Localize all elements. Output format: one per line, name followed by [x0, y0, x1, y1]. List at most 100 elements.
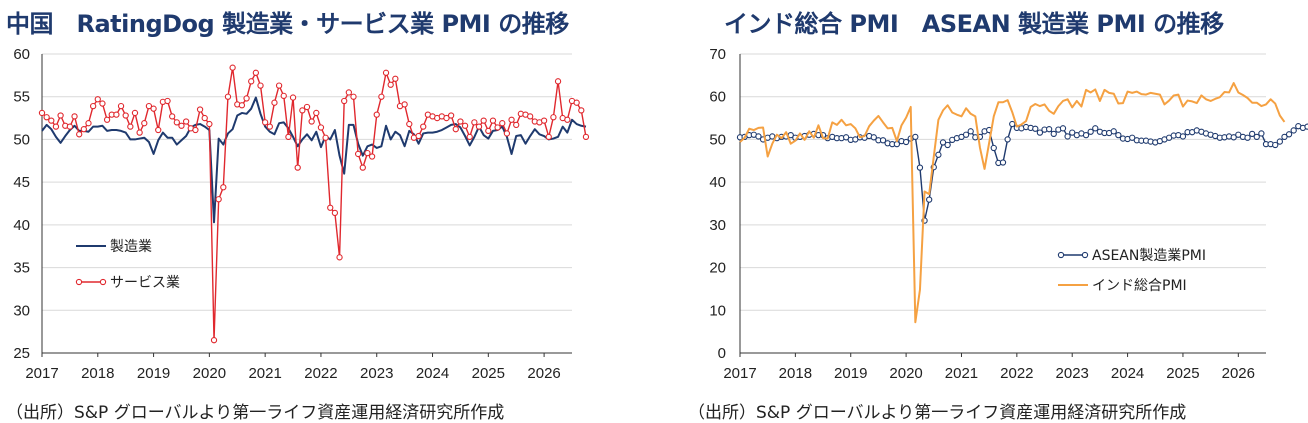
data-point: [336, 254, 343, 261]
data-point: [178, 122, 185, 129]
data-point: [480, 117, 487, 124]
y-tick-label: 40: [709, 174, 726, 191]
data-point: [999, 159, 1007, 166]
data-point: [303, 103, 311, 111]
data-point: [308, 118, 315, 125]
data-point: [322, 134, 329, 141]
x-tick-label: 2024: [416, 365, 449, 382]
source-note: （出所）S&P グローバルより第一ライフ資産運用経済研究所作成: [688, 403, 1187, 423]
data-point: [1082, 132, 1090, 139]
data-point: [494, 124, 501, 131]
data-point: [387, 81, 394, 88]
data-point: [359, 164, 366, 171]
y-tick-label: 60: [709, 89, 726, 106]
data-point: [1290, 127, 1297, 134]
legend-label: サービス業: [110, 275, 180, 291]
data-point: [962, 131, 970, 138]
data-point: [1110, 128, 1117, 135]
data-point: [66, 123, 74, 130]
data-point: [508, 116, 515, 123]
data-point: [215, 196, 222, 203]
data-point: [229, 64, 236, 71]
data-point: [131, 109, 139, 117]
data-point: [57, 112, 64, 119]
data-point: [257, 82, 264, 89]
data-point: [192, 126, 199, 134]
china-pmi-panel: 中国 RatingDog 製造業・サービス業 PMI の推移 25 30 35 40 4…: [0, 0, 654, 423]
data-point: [354, 150, 362, 158]
x-tick-label: 2021: [248, 365, 281, 382]
data-point: [275, 82, 283, 89]
data-point: [392, 75, 399, 82]
data-point: [471, 119, 478, 126]
data-point: [299, 107, 306, 114]
data-point: [935, 151, 942, 158]
x-tick-label: 2024: [1111, 365, 1144, 382]
data-point: [1276, 138, 1283, 145]
x-tick-label: 2021: [945, 365, 978, 382]
data-point: [280, 92, 287, 100]
data-point: [85, 120, 92, 127]
data-point: [1059, 125, 1067, 132]
data-point: [285, 133, 292, 141]
data-point: [378, 93, 385, 100]
china-pmi-chart: 25 30 35 40 45 50 55 60 2017 2018 2019 2020 2021 2022…: [13, 46, 590, 382]
data-point: [447, 112, 455, 119]
data-point: [141, 120, 148, 127]
data-point: [1253, 133, 1260, 141]
data-point: [967, 128, 974, 135]
data-point: [76, 131, 83, 138]
chart-title: 中国 RatingDog 製造業・サービス業 PMI の推移: [6, 10, 569, 38]
legend-label: インド総合PMI: [1092, 278, 1187, 294]
data-point: [238, 102, 246, 109]
data-point: [401, 101, 408, 108]
data-point: [150, 105, 157, 112]
legend-item: インド総合PMI: [1058, 278, 1187, 294]
data-point: [155, 126, 162, 134]
data-point: [1050, 130, 1057, 138]
data-point: [755, 133, 762, 140]
data-point: [1069, 129, 1076, 136]
data-point: [457, 118, 464, 125]
data-point: [513, 121, 520, 129]
data-point: [182, 118, 190, 125]
data-point: [461, 122, 469, 129]
data-point: [173, 119, 180, 126]
data-point: [103, 116, 111, 123]
data-point: [341, 97, 348, 105]
data-point: [503, 130, 511, 137]
y-tick-label: 50: [709, 131, 726, 148]
data-point: [944, 141, 951, 149]
chart-title: インド総合 PMI ASEAN 製造業 PMI の推移: [724, 10, 1224, 38]
data-point: [1129, 134, 1136, 141]
data-point: [224, 93, 232, 100]
x-tick-label: 2023: [1056, 365, 1089, 382]
data-point: [475, 123, 483, 130]
x-tick-label: 2018: [779, 365, 812, 382]
series-line: [41, 96, 587, 224]
data-point: [364, 149, 371, 157]
data-point: [38, 109, 46, 117]
data-point: [466, 133, 473, 141]
x-tick-label: 2026: [527, 365, 560, 382]
data-point: [499, 120, 506, 127]
data-point: [916, 164, 924, 171]
data-point: [420, 123, 427, 130]
data-point: [1230, 134, 1237, 141]
y-tick-label: 50: [13, 131, 30, 148]
data-point: [266, 123, 273, 130]
india-asean-pmi-chart: 0 10 20 30 40 50 60 70 2017 2018 2019 2020 2021 2022 2…: [709, 46, 1308, 382]
data-point: [99, 100, 106, 107]
x-tick-label: 2017: [723, 365, 756, 382]
data-point: [578, 107, 585, 114]
data-point: [117, 102, 125, 110]
data-point: [443, 114, 450, 122]
data-point: [1087, 128, 1094, 135]
data-point: [122, 112, 129, 119]
legend-label: 製造業: [110, 239, 152, 255]
x-tick-label: 2025: [1166, 365, 1199, 382]
y-tick-label: 30: [13, 302, 30, 319]
data-point: [164, 97, 171, 105]
data-point: [252, 69, 260, 76]
data-point: [879, 137, 887, 144]
